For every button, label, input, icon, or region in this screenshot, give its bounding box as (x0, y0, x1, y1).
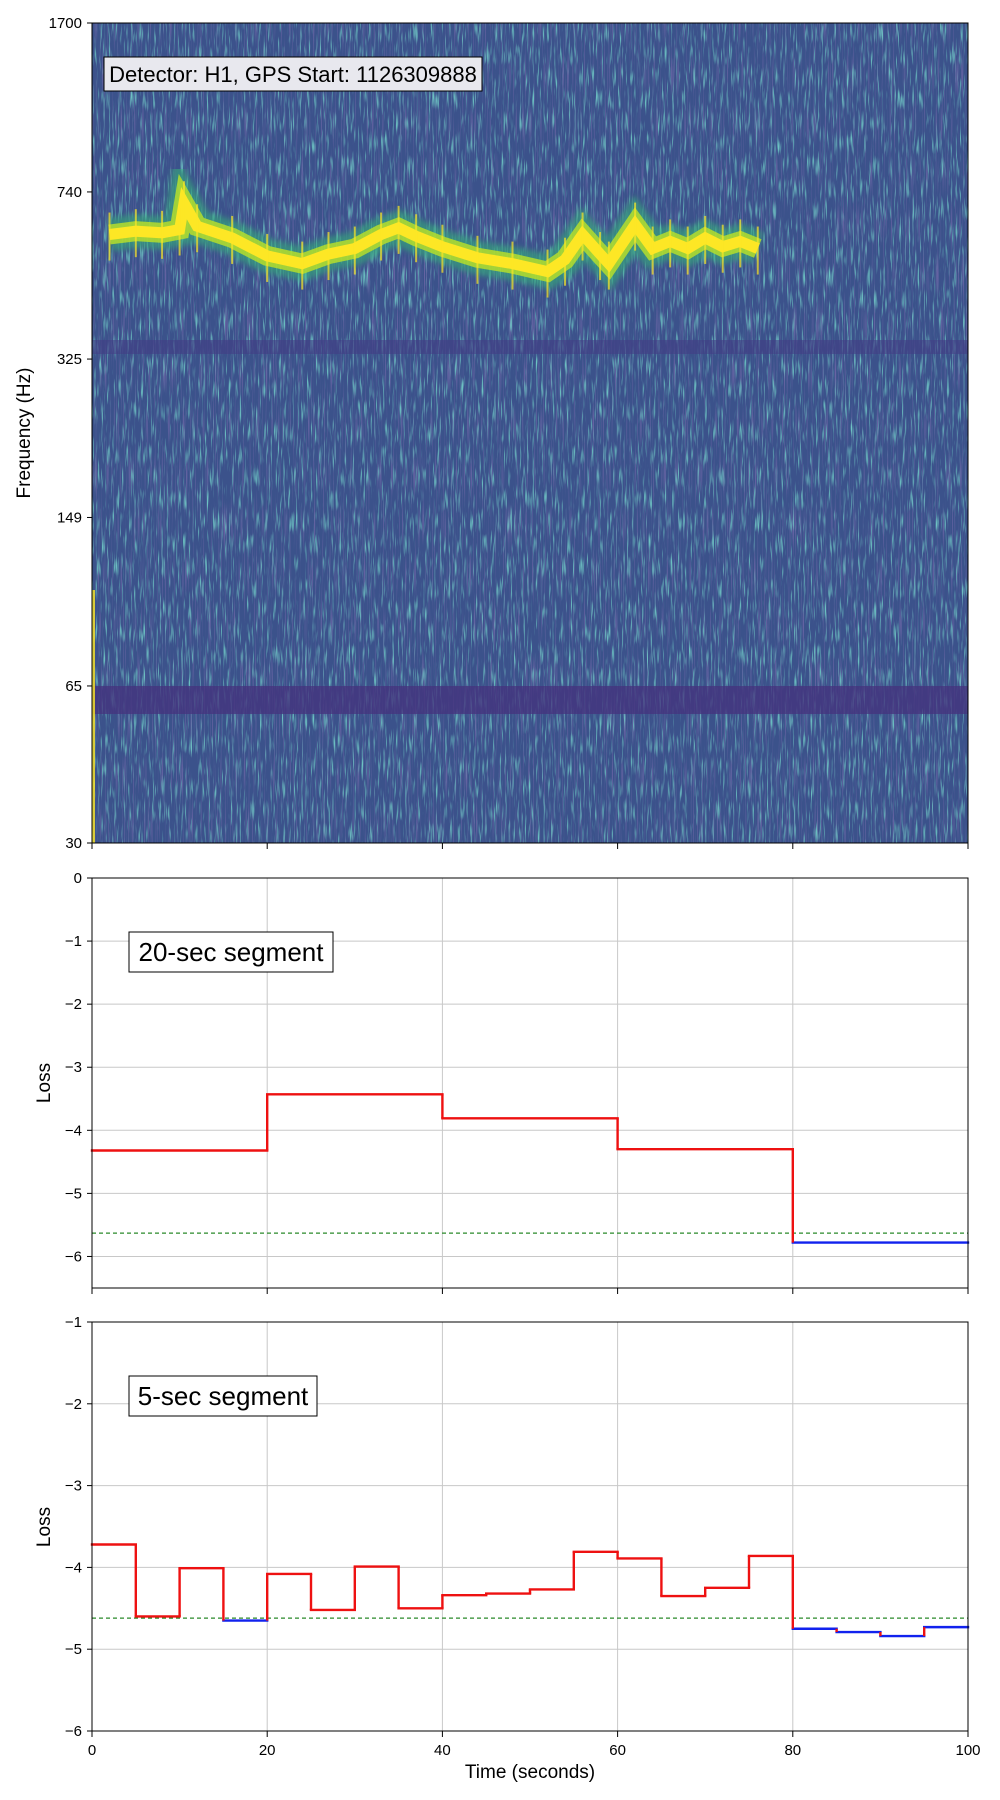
spectrogram-y-tick-label: 30 (65, 835, 82, 852)
loss-5sec-x-tick-label: 100 (955, 1742, 980, 1759)
loss-5sec-y-tick-label: −1 (65, 1314, 82, 1331)
signal-track-core (108, 187, 760, 278)
spectral-line-band (92, 686, 968, 714)
loss-5sec-y-tick-label: −3 (65, 1478, 82, 1495)
spectrogram-y-axis-label: Frequency (Hz) (14, 368, 35, 499)
spectrogram-y-ticks: 1700 740 325 149 65 30 (49, 15, 969, 852)
loss-20sec-y-tick-label: −1 (65, 933, 82, 950)
segment-20sec-annotation: 20-sec segment (139, 937, 325, 967)
loss-5sec-x-tick-label: 0 (88, 1742, 96, 1759)
signal-track (92, 153, 765, 843)
segment-5sec-box (128, 1375, 318, 1417)
loss-5sec-y-tick-label: −6 (65, 1723, 82, 1740)
loss-5sec-frame (91, 1321, 969, 1732)
loss-20sec-panel: 0 −1 −2 −3 −4 −5 −6 Loss 20-sec segment (34, 870, 970, 1294)
loss-20sec-y-axis-label: Loss (34, 1063, 55, 1103)
loss-20sec-y-tick-label: −4 (65, 1122, 82, 1139)
spectral-line-band-upper (92, 340, 968, 354)
loss-20sec-series (90, 1093, 970, 1244)
loss-5sec-series (90, 1543, 970, 1638)
loss-5sec-y-tick-label: −4 (65, 1559, 82, 1576)
loss-20sec-y-tick-label: −5 (65, 1185, 82, 1202)
loss-20sec-frame (91, 877, 969, 1289)
spectrogram-y-tick-label: 149 (57, 509, 82, 526)
loss-20sec-y-tick-label: 0 (74, 870, 82, 887)
spectrogram-left-edge (92, 590, 95, 843)
segment-5sec-annotation: 5-sec segment (138, 1381, 309, 1411)
loss-20sec-y-tick-label: −3 (65, 1059, 82, 1076)
loss-20sec-y-tick-label: −6 (65, 1248, 82, 1265)
loss-5sec-y-axis-label: Loss (34, 1507, 55, 1547)
loss-20sec-ticks: 0 −1 −2 −3 −4 −5 −6 (65, 870, 969, 1294)
spectrogram-y-tick-label: 740 (57, 184, 82, 201)
loss-5sec-ticks: 0 20 40 60 80 100 −1 −2 −3 −4 −5 −6 (65, 1314, 981, 1759)
x-axis-label: Time (seconds) (465, 1762, 595, 1783)
detector-annotation: Detector: H1, GPS Start: 1126309888 (109, 62, 477, 87)
spectrogram-y-tick-label: 1700 (49, 15, 82, 32)
spectrogram-y-tick-label: 65 (65, 678, 82, 695)
loss-5sec-x-tick-label: 80 (784, 1742, 801, 1759)
loss-5sec-y-tick-label: −5 (65, 1641, 82, 1658)
loss-5sec-x-tick-label: 40 (434, 1742, 451, 1759)
loss-5sec-panel: 0 20 40 60 80 100 −1 −2 −3 −4 −5 −6 Loss Time (seco… (34, 1314, 981, 1783)
spectrogram-y-tick-label: 325 (57, 351, 82, 368)
spectrogram-noise (92, 23, 968, 843)
spectrogram-panel: 1700 740 325 149 65 30 Frequency (Hz) Detecto… (14, 15, 969, 852)
segment-20sec-box (128, 931, 334, 973)
loss-5sec-x-tick-label: 60 (609, 1742, 626, 1759)
loss-20sec-y-tick-label: −2 (65, 996, 82, 1013)
loss-5sec-y-tick-label: −2 (65, 1396, 82, 1413)
spectrogram-frame (91, 22, 969, 844)
detector-annotation-box (103, 56, 483, 92)
loss-5sec-x-tick-label: 20 (259, 1742, 276, 1759)
